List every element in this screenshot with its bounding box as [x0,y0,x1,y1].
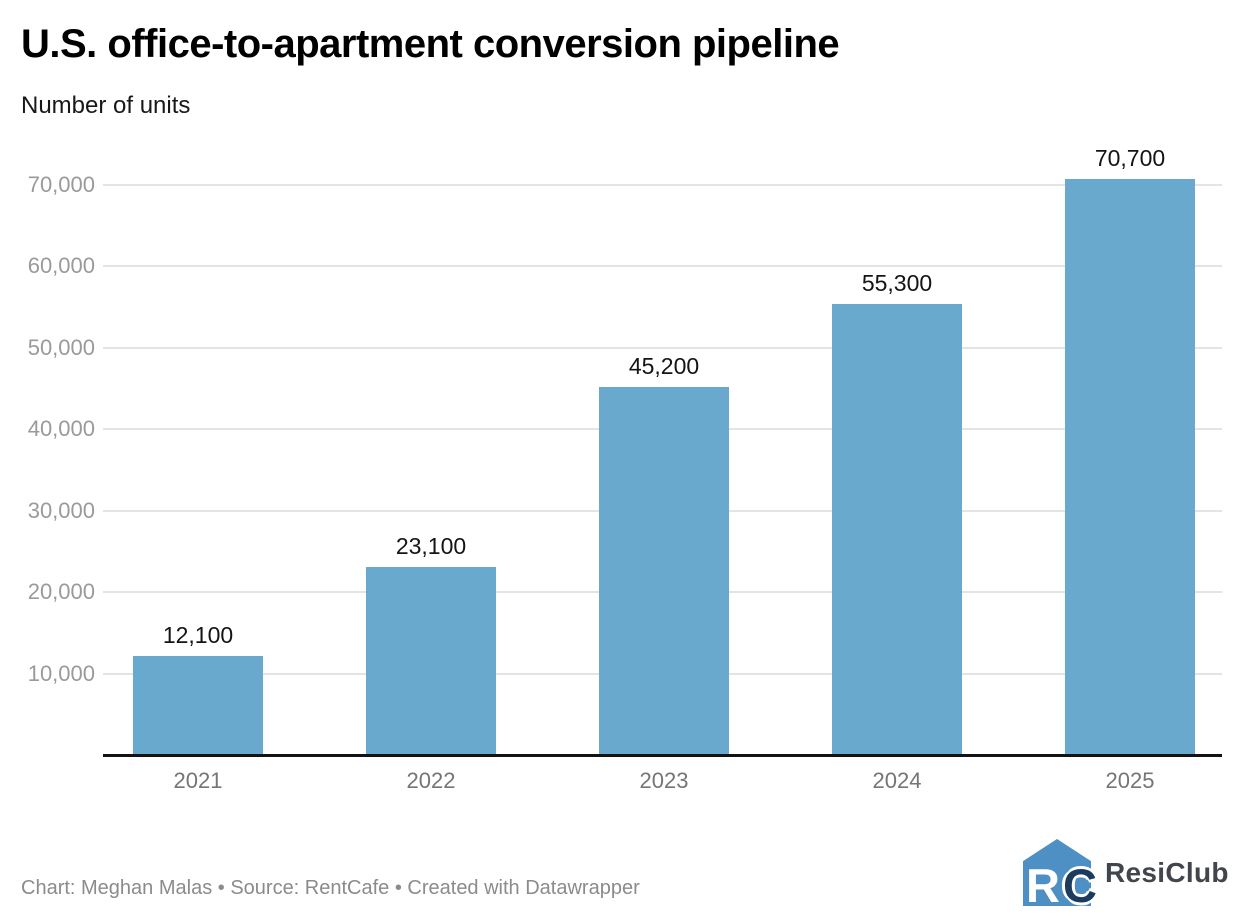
logo-wordmark: ResiClub [1105,856,1229,888]
bar-value-label: 45,200 [628,353,700,379]
logo-letter-r: R [1026,859,1060,912]
y-tick-label: 10,000 [27,660,95,686]
y-tick-label: 30,000 [27,497,95,523]
y-gridline [103,346,1222,349]
chart-title: U.S. office-to-apartment conversion pipe… [21,22,840,66]
x-axis-line [103,754,1222,757]
bar-value-label: 70,700 [1094,145,1166,171]
y-gridline [103,265,1222,267]
bar-value-label: 55,300 [861,270,933,296]
bar-2024 [832,304,962,755]
resiclub-logo-icon: R C [1023,839,1097,912]
x-tick-label: 2025 [1105,768,1155,793]
bar-2025 [1065,179,1195,755]
x-tick-label: 2021 [173,768,223,793]
bar-2021 [133,656,263,755]
bar-value-label: 23,100 [395,533,467,559]
y-tick-label: 50,000 [27,334,95,360]
bar-2023 [599,387,729,755]
resiclub-logo: R C ResiClub [1023,839,1229,912]
chart-subtitle: Number of units [21,92,191,119]
bar-2022 [366,567,496,755]
footer-credit: Chart: Meghan Malas • Source: RentCafe •… [21,877,640,899]
x-tick-label: 2023 [639,768,689,793]
bar-value-label: 12,100 [162,622,234,648]
x-tick-label: 2022 [406,768,456,793]
y-tick-label: 40,000 [27,416,95,441]
logo-letter-c: C [1063,859,1097,912]
y-tick-label: 60,000 [27,253,95,278]
y-tick-label: 20,000 [27,579,95,604]
x-tick-label: 2024 [872,768,922,793]
y-gridline [103,183,1222,186]
y-tick-label: 70,000 [27,171,95,197]
